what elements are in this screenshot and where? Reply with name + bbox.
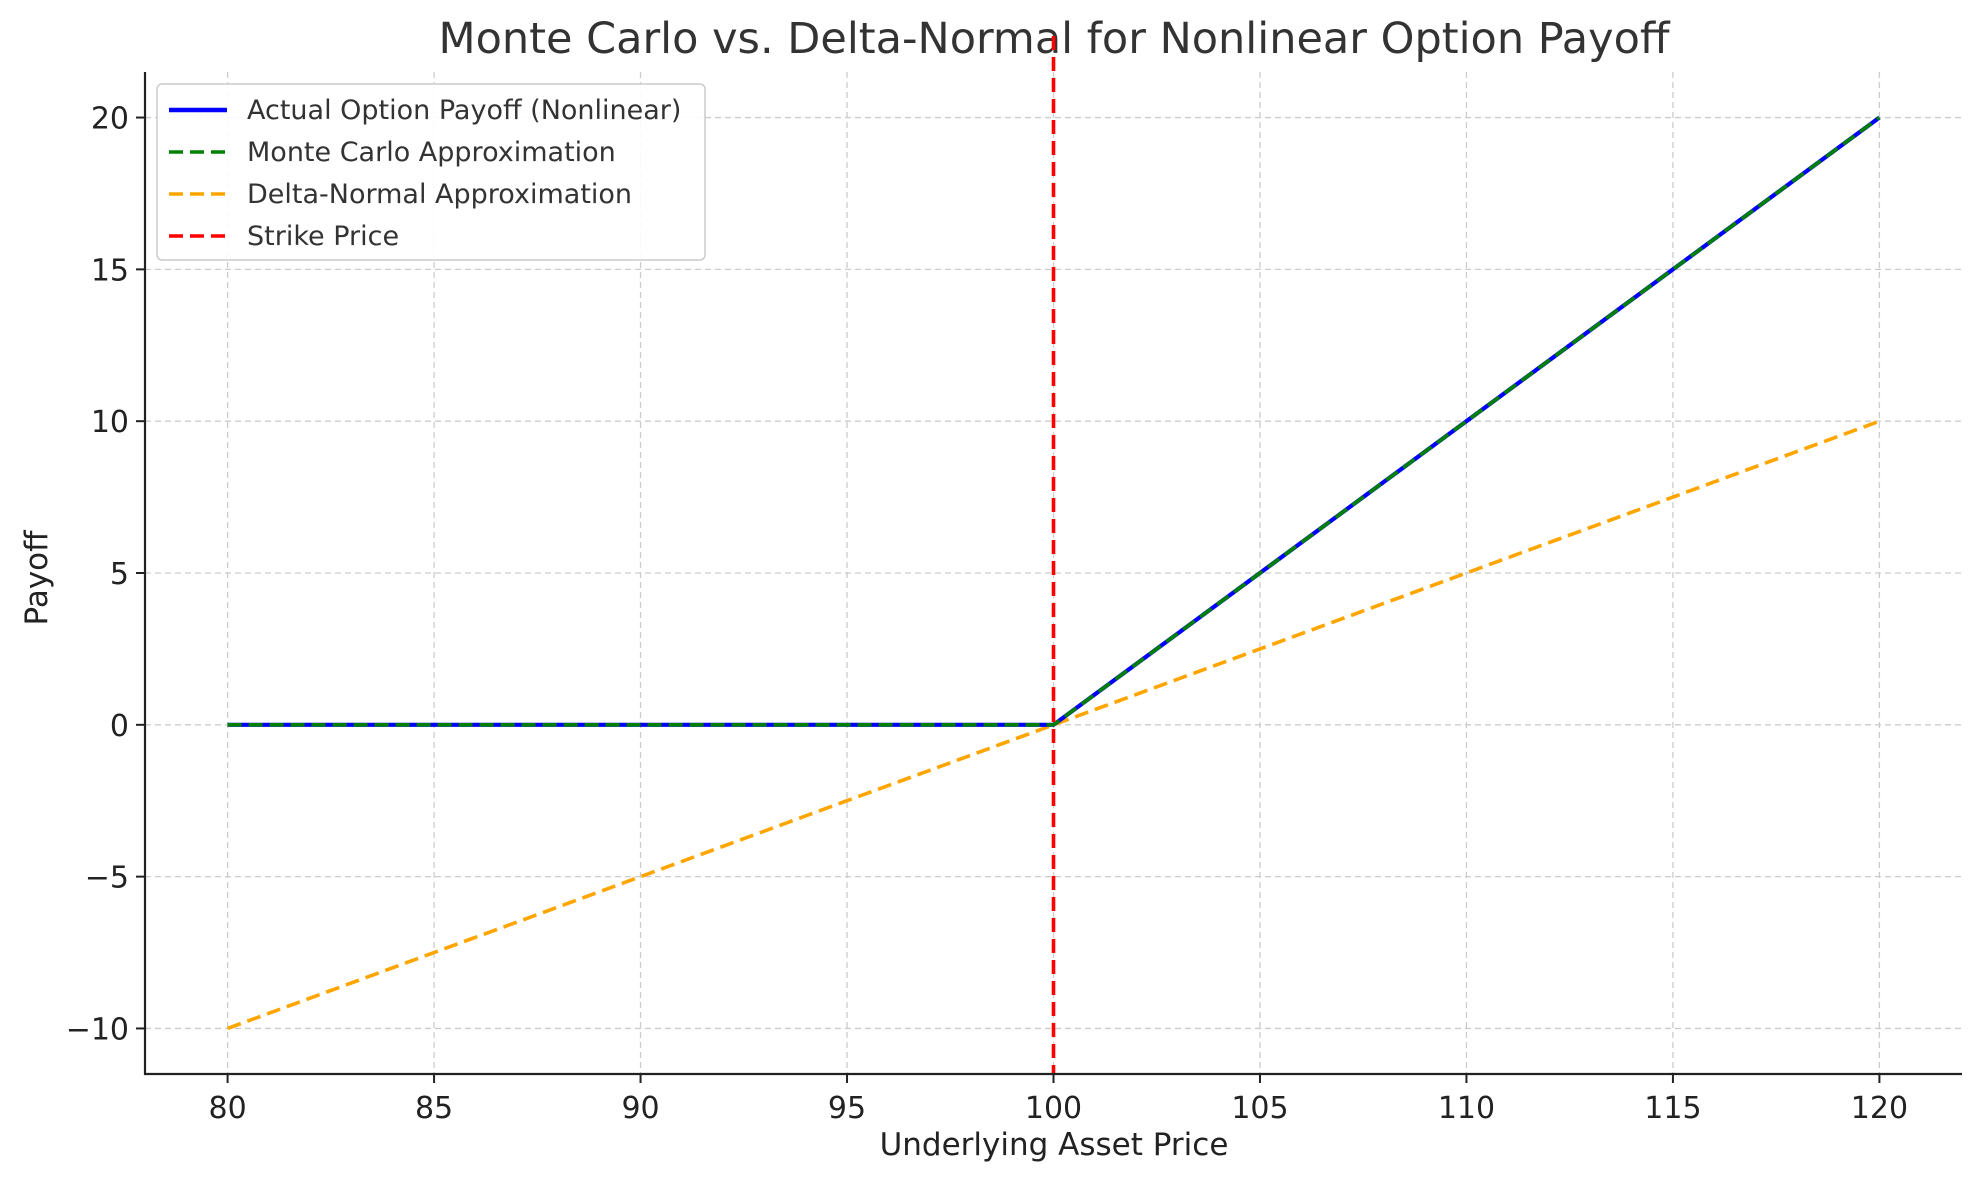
x-tick-label: 120: [1851, 1091, 1908, 1126]
legend-box: [156, 83, 706, 261]
series-line-monte-carlo-approximation: [227, 116, 1881, 727]
legend-label: Actual Option Payoff (Nonlinear): [247, 95, 681, 126]
y-tick-label: 10: [91, 405, 129, 440]
series-layer: [226, 36, 1881, 1074]
y-tick-label: 15: [91, 253, 129, 288]
legend-entry: Monte Carlo Approximation: [169, 137, 616, 168]
y-tick-label: 20: [91, 102, 129, 137]
x-tick-label: 115: [1644, 1091, 1701, 1126]
grid: [145, 72, 1962, 1074]
y-tick-label: −10: [66, 1012, 129, 1047]
legend-label: Delta-Normal Approximation: [247, 179, 632, 210]
y-tick-label: 5: [110, 557, 129, 592]
legend-entry: Delta-Normal Approximation: [169, 179, 632, 210]
x-tick-label: 90: [621, 1091, 659, 1126]
x-tick-label: 110: [1438, 1091, 1495, 1126]
x-tick-label: 80: [208, 1091, 246, 1126]
x-axis-label: Underlying Asset Price: [880, 1127, 1229, 1163]
y-tick-label: −5: [85, 861, 129, 896]
x-tick-label: 105: [1231, 1091, 1288, 1126]
legend-label: Monte Carlo Approximation: [247, 137, 616, 168]
legend-entry: Actual Option Payoff (Nonlinear): [169, 95, 681, 126]
axes: [143, 72, 1962, 1076]
y-tick-label: 0: [110, 709, 129, 744]
x-tick-label: 100: [1025, 1091, 1082, 1126]
legend-entry: Strike Price: [169, 221, 399, 252]
x-tick-label: 95: [828, 1091, 866, 1126]
legend-label: Strike Price: [247, 221, 399, 252]
ticks: 80 85 90 95 100 105 110 115 120 −10 −5 0 5 10 15 20: [66, 102, 1908, 1126]
legend: Actual Option Payoff (Nonlinear) Monte Ca…: [156, 83, 706, 261]
y-axis-label: Payoff: [19, 530, 55, 626]
axis-spines: [143, 72, 1962, 1076]
x-tick-label: 85: [415, 1091, 453, 1126]
